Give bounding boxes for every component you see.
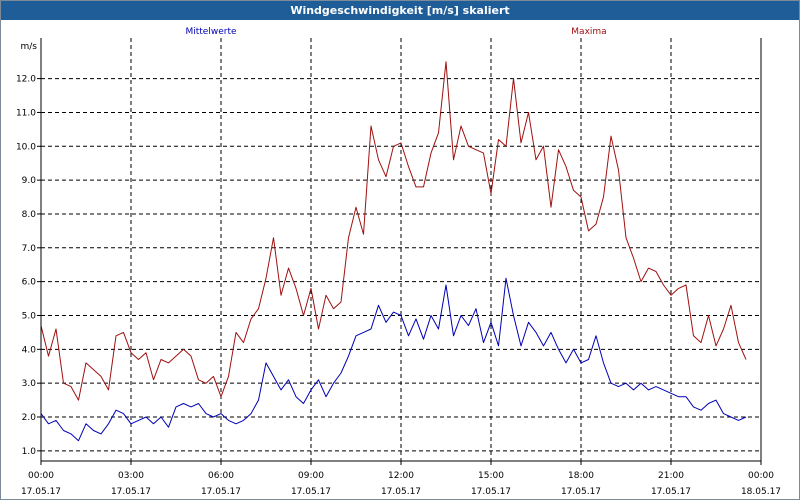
y-tick-label: 10.0	[16, 142, 36, 152]
x-tick-date: 17.05.17	[21, 487, 61, 497]
legend-mittelwerte: Mittelwerte	[185, 27, 236, 37]
y-tick-label: 12.0	[16, 75, 36, 85]
y-tick-label: 9.0	[22, 176, 37, 186]
y-tick-label: 2.0	[22, 413, 37, 423]
x-tick-date: 17.05.17	[471, 487, 511, 497]
x-tick-time: 09:00	[298, 471, 324, 481]
x-tick-time: 00:00	[28, 471, 54, 481]
y-tick-label: 5.0	[22, 311, 37, 321]
chart-title: Windgeschwindigkeit [m/s] skaliert	[1, 1, 799, 20]
y-tick-label: 1.0	[22, 447, 37, 457]
x-tick-time: 15:00	[478, 471, 504, 481]
x-tick-time: 21:00	[658, 471, 684, 481]
x-tick-time: 06:00	[208, 471, 234, 481]
series-lines	[40, 61, 747, 442]
x-tick-date: 17.05.17	[291, 487, 331, 497]
y-tick-label: 7.0	[22, 244, 37, 254]
x-tick-date: 17.05.17	[561, 487, 601, 497]
x-tick-time: 18:00	[568, 471, 594, 481]
y-tick-label: 6.0	[22, 278, 37, 288]
x-tick-date: 17.05.17	[381, 487, 421, 497]
gridlines	[41, 38, 761, 461]
x-tick-date: 17.05.17	[651, 487, 691, 497]
x-tick-date: 17.05.17	[201, 487, 241, 497]
x-tick-date: 17.05.17	[111, 487, 151, 497]
x-tick-time: 03:00	[118, 471, 144, 481]
series-line-maxima	[40, 61, 747, 401]
x-tick-date: 18.05.17	[741, 487, 781, 497]
y-tick-label: 4.0	[22, 345, 37, 355]
y-tick-label: 8.0	[22, 210, 37, 220]
series-line-mittelwerte	[40, 277, 747, 442]
x-axis-ticks: 00:00 17.05.17 03:00 17.05.17 06:00 17.05.17 0…	[21, 461, 781, 497]
x-tick-time: 00:00	[748, 471, 774, 481]
y-tick-label: 3.0	[22, 379, 37, 389]
y-axis-label: m/s	[21, 42, 38, 52]
legend-maxima: Maxima	[571, 27, 606, 37]
y-axis-ticks: 1.0 2.0 3.0 4.0 5.0 6.0 7.0 8.0 9.0 10.0 11.0 12.0	[16, 75, 41, 457]
x-tick-time: 12:00	[388, 471, 414, 481]
y-tick-label: 11.0	[16, 108, 36, 118]
